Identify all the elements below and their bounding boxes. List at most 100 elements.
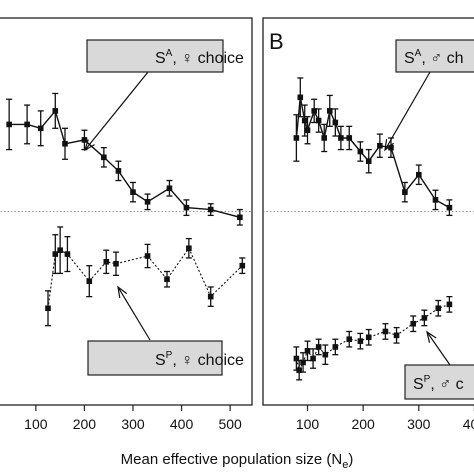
annotation-label: SA, ♂ ch [404, 48, 464, 67]
annotation-label-rest: , ♂ ch [421, 50, 463, 67]
annotation-arrow-head [426, 330, 437, 343]
x-tick-label: 400 [170, 416, 194, 432]
data-point [432, 197, 439, 203]
data-point [410, 320, 417, 327]
data-point [24, 121, 30, 128]
data-point [332, 344, 339, 350]
x-tick-label: 300 [121, 416, 145, 432]
data-point [115, 168, 122, 174]
data-point [357, 148, 364, 155]
data-point [45, 305, 51, 312]
annotation-label-main: S [413, 376, 424, 393]
data-point [326, 108, 333, 114]
x-tick-label: 100 [24, 416, 48, 432]
data-point [365, 334, 372, 341]
data-point [166, 185, 173, 192]
series-line-A [295, 97, 450, 209]
x-tick-label: 200 [351, 416, 375, 432]
annotation-box [86, 39, 224, 73]
data-point [293, 135, 300, 141]
data-point [296, 367, 302, 373]
annotation-label-main: S [404, 50, 415, 67]
data-point [103, 259, 110, 265]
x-tick-label: 400 [463, 416, 474, 432]
x-axis-title: Mean effective population size (Ne) [121, 451, 354, 471]
annotation-arrow-shaft [426, 331, 451, 366]
data-point [446, 204, 453, 211]
annotation-arrow-shaft [117, 286, 151, 341]
annotation-label-sup: A [415, 48, 422, 59]
data-point [52, 108, 59, 114]
data-point [239, 262, 246, 269]
data-point [300, 359, 306, 366]
data-point [207, 206, 214, 213]
data-point [311, 108, 317, 114]
annotation-label-sup: P [166, 350, 173, 361]
data-point [164, 276, 170, 283]
data-point [113, 260, 119, 267]
annotation-label: SA, ♀ choice [155, 48, 244, 67]
panel-data [6, 92, 246, 327]
data-point [402, 189, 408, 195]
annotation-box [395, 39, 474, 73]
data-point [315, 117, 322, 124]
data-point [237, 214, 243, 221]
data-point [446, 301, 453, 308]
data-point [338, 135, 344, 141]
data-point [382, 328, 389, 335]
data-point [435, 305, 442, 312]
data-point [86, 278, 93, 284]
panel-data [293, 77, 453, 381]
data-point [315, 344, 322, 350]
annotation-arrow-shaft [384, 71, 431, 151]
annotation-label-sup: P [424, 374, 431, 385]
data-point [62, 140, 68, 147]
annotation-arrow-head [384, 139, 395, 152]
panel-letter: B [269, 29, 284, 54]
annotation-label-rest: , ♀ choice [172, 50, 244, 67]
data-point [377, 142, 383, 149]
annotation-label: SP, ♂ c [413, 374, 464, 393]
data-point [57, 247, 63, 253]
annotation-box [404, 364, 474, 400]
x-axis-title-main: Mean effective population size (N [121, 451, 343, 468]
data-point [293, 355, 300, 362]
annotation-arrow-shaft [84, 71, 149, 151]
series-line-A [9, 109, 241, 218]
annotation-label: SP, ♀ choice [155, 350, 244, 369]
data-point [304, 127, 311, 134]
x-axis-title-subscript: e [342, 459, 348, 471]
data-point [81, 137, 88, 143]
data-point [183, 204, 190, 211]
data-point [310, 355, 316, 362]
x-tick-label: 300 [407, 416, 431, 432]
x-tick-label: 200 [73, 416, 97, 432]
series-line-P [47, 247, 243, 309]
data-point [415, 171, 422, 178]
data-point [304, 348, 311, 354]
data-point [388, 144, 394, 151]
annotation-label-main: S [155, 352, 166, 369]
data-point [101, 154, 107, 161]
panel-frame [0, 17, 253, 406]
data-point [346, 336, 353, 343]
data-point [357, 338, 364, 344]
series-line-P [295, 303, 450, 372]
data-point [297, 94, 304, 101]
data-point [365, 158, 372, 164]
data-point [346, 135, 353, 141]
annotation-label-rest: , ♀ choice [172, 352, 244, 369]
data-point [6, 121, 12, 128]
annotation-label-sup: A [166, 48, 173, 59]
data-point [321, 135, 328, 141]
data-point [207, 293, 214, 300]
x-tick-label: 500 [218, 416, 242, 432]
data-point [130, 189, 136, 195]
data-point [37, 125, 44, 132]
data-point [322, 351, 329, 358]
data-point [144, 199, 151, 205]
annotation-label-rest: , ♂ c [430, 376, 463, 393]
data-point [52, 251, 59, 257]
